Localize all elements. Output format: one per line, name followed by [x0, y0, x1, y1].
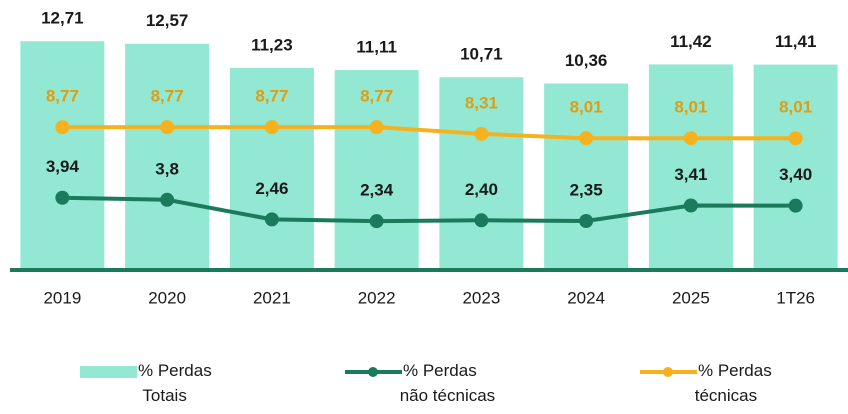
legend-label-line: % Perdas: [403, 361, 477, 380]
line-point: [683, 198, 698, 213]
line-value-label: 8,01: [674, 98, 707, 117]
legend-label: % Perdas Totais: [138, 361, 212, 405]
x-tick-label: 2023: [462, 288, 500, 307]
legend-label: % Perdas técnicas: [690, 361, 772, 405]
line-point: [369, 214, 384, 229]
line-point: [788, 131, 803, 146]
line-point: [474, 126, 489, 141]
line-point: [579, 131, 594, 146]
bar: [753, 64, 838, 271]
legend-label-line: Totais: [138, 386, 187, 405]
line-value-label: 2,46: [255, 179, 288, 198]
bar: [334, 70, 419, 271]
line-point: [160, 192, 175, 207]
line-value-label: 8,77: [255, 87, 288, 106]
bar-value-label: 10,71: [460, 45, 503, 64]
line-point: [788, 198, 803, 213]
bar-value-label: 10,36: [565, 51, 608, 70]
line-value-label: 8,01: [570, 98, 603, 117]
line-point: [55, 120, 70, 135]
line-value-label: 3,94: [46, 157, 80, 176]
x-tick-label: 2019: [43, 288, 81, 307]
x-tick-label: 1T26: [776, 288, 815, 307]
bar: [229, 67, 314, 270]
line-value-label: 3,41: [674, 165, 707, 184]
bar-value-label: 11,41: [775, 32, 817, 51]
line-point: [683, 131, 698, 146]
line-point: [579, 214, 594, 229]
line-point: [55, 190, 70, 205]
bar: [544, 83, 629, 271]
line-point: [264, 120, 279, 135]
line-point: [474, 213, 489, 228]
bar: [20, 41, 105, 270]
line-value-label: 3,40: [779, 165, 812, 184]
line-value-label: 8,31: [465, 93, 498, 112]
x-tick-label: 2021: [253, 288, 291, 307]
x-tick-label: 2024: [567, 288, 605, 307]
bar: [648, 64, 733, 270]
x-tick-label: 2020: [148, 288, 186, 307]
line-value-label: 3,8: [155, 159, 179, 178]
legend-swatch: [80, 366, 137, 378]
line-point: [160, 120, 175, 135]
line-value-label: 8,01: [779, 98, 812, 117]
bar-value-label: 12,57: [146, 11, 189, 30]
legend-label-line: técnicas: [690, 386, 757, 405]
x-tick-label: 2025: [672, 288, 710, 307]
line-value-label: 2,34: [360, 181, 394, 200]
legend-label-line: % Perdas: [138, 361, 212, 380]
bar-value-label: 12,71: [41, 9, 84, 28]
legend-label: % Perdas não técnicas: [395, 361, 495, 405]
bar-value-label: 11,11: [356, 38, 397, 57]
line-value-label: 2,40: [465, 180, 498, 199]
legend-swatch-point: [663, 367, 673, 377]
line-value-label: 8,77: [46, 87, 79, 106]
bar-value-label: 11,42: [670, 32, 712, 51]
line-point: [264, 212, 279, 227]
line: [62, 125, 796, 141]
line: [62, 195, 796, 224]
x-tick-label: 2022: [358, 288, 396, 307]
line-value-label: 8,77: [360, 87, 393, 106]
legend-swatch-point: [368, 367, 378, 377]
line-value-label: 2,35: [570, 180, 603, 199]
line-value-label: 8,77: [151, 87, 184, 106]
bar: [439, 77, 524, 270]
bar: [125, 43, 210, 270]
bar-value-label: 11,23: [251, 35, 293, 54]
legend-label-line: % Perdas: [698, 361, 772, 380]
line-point: [369, 120, 384, 135]
legend-label-line: não técnicas: [395, 386, 495, 405]
